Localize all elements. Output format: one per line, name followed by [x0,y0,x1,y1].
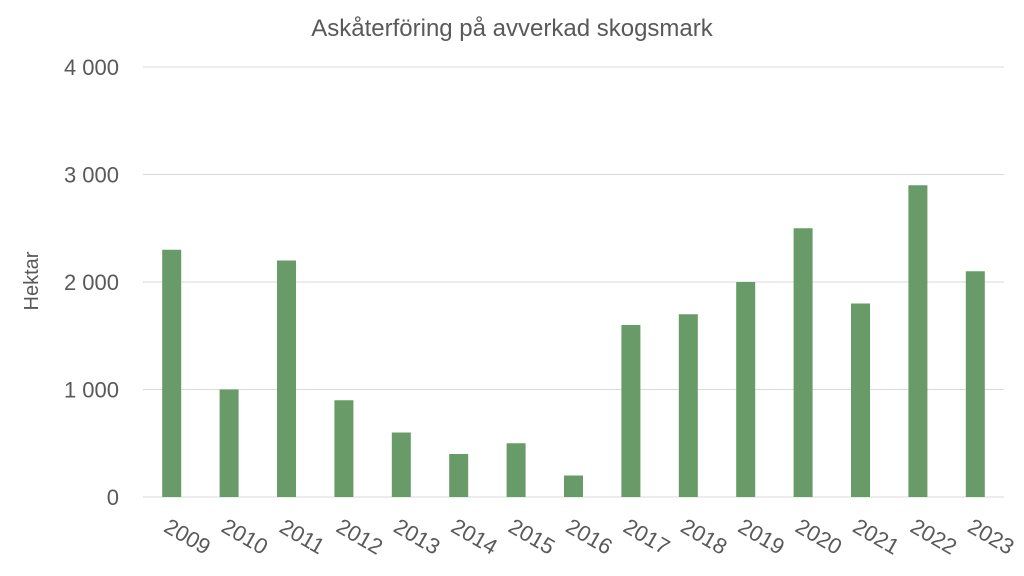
bars [162,185,985,497]
bar-2015 [506,443,526,497]
y-tick-label: 0 [107,485,119,510]
x-tick-label: 2023 [964,513,1019,559]
y-axis-label: Hektar [21,251,43,310]
x-tick-label: 2019 [734,513,789,559]
bar-2018 [678,314,698,497]
x-tick-label: 2011 [276,514,329,559]
x-tick-label: 2010 [217,513,272,559]
chart-title: Askåterföring på avverkad skogsmark [311,15,714,42]
bar-2023 [965,271,985,497]
bar-2014 [449,454,469,497]
x-tick-label: 2020 [791,513,846,559]
y-tick-label: 4 000 [64,55,119,80]
bar-2012 [334,400,354,497]
bar-2022 [908,185,928,497]
bar-2011 [277,260,296,497]
y-tick-label: 3 000 [64,163,119,188]
x-tick-label: 2015 [504,513,559,559]
x-tick-label: 2021 [849,513,904,559]
x-tick-label: 2013 [390,513,445,559]
bar-2020 [793,228,813,497]
x-tick-labels: 2009 2010 2011 2012 2013 2014 2015 2016 2017 2018… [160,513,1018,559]
bar-2009 [162,249,182,497]
y-tick-labels: 0 1 000 2 000 3 000 4 000 [64,55,119,510]
x-tick-label: 2009 [160,513,215,559]
gridlines [143,66,1004,498]
x-tick-label: 2018 [677,513,732,559]
bar-2021 [851,303,870,497]
bar-2017 [621,325,641,497]
y-tick-label: 1 000 [64,378,119,403]
x-tick-label: 2022 [906,513,961,559]
bar-2016 [564,475,583,497]
x-tick-label: 2014 [447,513,502,559]
bar-2013 [391,432,411,497]
bar-2019 [736,282,756,497]
x-tick-label: 2017 [619,513,674,559]
x-tick-label: 2012 [332,513,387,559]
x-tick-label: 2016 [562,513,617,559]
y-tick-label: 2 000 [64,270,119,295]
bar-2010 [219,389,239,497]
